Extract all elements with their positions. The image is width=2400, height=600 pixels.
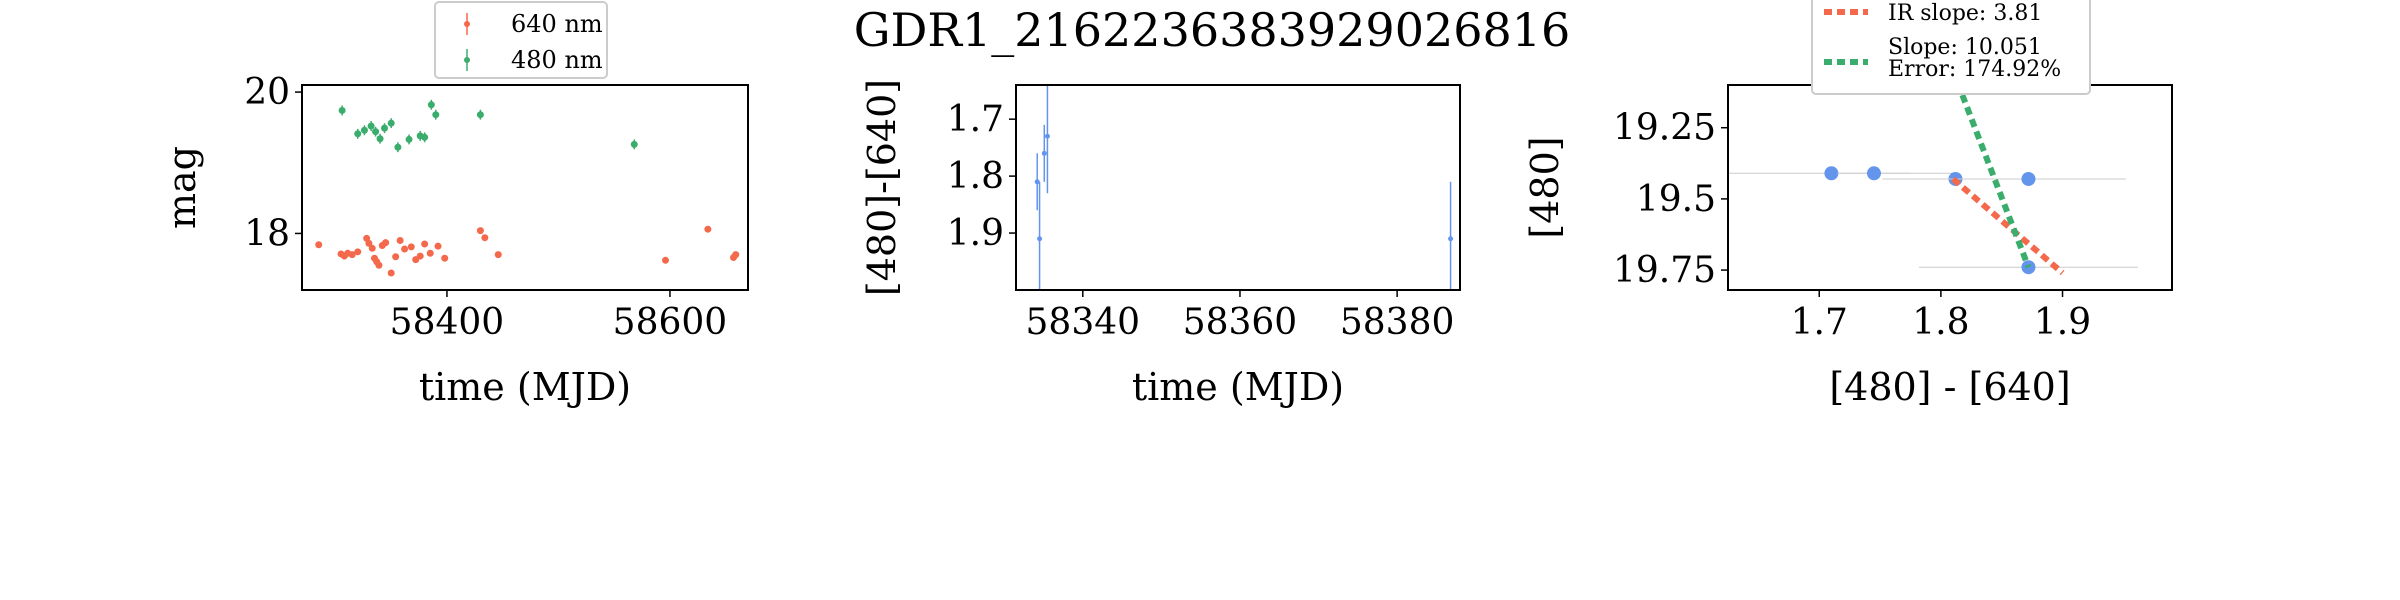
data-point [1824, 166, 1839, 181]
legend-label: 640 nm [511, 10, 603, 38]
data-point [476, 227, 484, 235]
data-point [1041, 150, 1047, 156]
series-1 [1728, 166, 2138, 275]
data-point [387, 119, 395, 127]
data-point [368, 244, 376, 252]
fit-line-1 [1951, 176, 2065, 276]
data-point [315, 241, 323, 249]
data-point [427, 101, 435, 109]
x-axis-label: [480] - [640] [1829, 365, 2070, 409]
data-point [432, 111, 440, 119]
y-tick-label: 20 [244, 72, 290, 113]
data-point [382, 239, 390, 247]
x-tick-label: 1.9 [2034, 302, 2091, 343]
panel-1: 58400 58600 18 20 time (MJD) mag 640 nm 480 nm [160, 1, 749, 409]
y-tick-label: 19.5 [1636, 179, 1716, 220]
y-tick-label: 18 [244, 213, 290, 254]
data-point [354, 130, 362, 138]
data-point [441, 254, 449, 262]
data-point [416, 252, 424, 260]
data-point [1034, 179, 1040, 185]
data-point [394, 143, 402, 151]
data-point [407, 243, 415, 251]
legend-marker-dot [464, 21, 470, 27]
y-axis-label: [480] [1523, 136, 1567, 238]
data-point [365, 239, 373, 247]
fit-line-2 [1955, 85, 2032, 269]
data-point [494, 251, 502, 259]
data-point [661, 256, 669, 264]
axes-frame [301, 84, 749, 291]
axes-frame [1727, 84, 2173, 291]
x-axis-label: time (MJD) [419, 365, 631, 409]
panel-2: 58340 58360 58380 1.7 1.8 1.9 time (MJD) [480]-… [860, 79, 1461, 409]
legend-label: Error: 174.92% [1888, 57, 2061, 82]
data-point [704, 225, 712, 233]
data-point [396, 237, 404, 245]
y-tick-label: 1.7 [947, 99, 1004, 140]
x-tick-label: 1.7 [1791, 302, 1848, 343]
data-point [421, 133, 429, 141]
plot-area [1728, 85, 2138, 276]
x-tick-label: 58380 [1340, 302, 1455, 343]
data-point [387, 269, 395, 277]
plot-area [315, 99, 740, 277]
data-point [732, 251, 740, 259]
y-axis-label: [480]-[640] [860, 79, 904, 296]
data-point [367, 122, 375, 130]
series-1 [1034, 85, 1454, 290]
data-point [354, 248, 362, 256]
data-point [476, 111, 484, 119]
x-tick-label: 58600 [613, 302, 728, 343]
legend-label: IR slope: 3.81 [1888, 1, 2042, 26]
legend-marker-dot [464, 57, 470, 63]
y-axis-label: mag [160, 146, 204, 229]
legend-label: Slope: 10.051 [1888, 35, 2042, 60]
x-tick-label: 58360 [1183, 302, 1298, 343]
figure-title: GDR1_2162236383929026816 [854, 3, 1571, 57]
data-point [1866, 166, 1881, 181]
data-point [434, 242, 442, 250]
data-point [375, 261, 383, 269]
y-tick-label: 19.75 [1613, 250, 1716, 291]
y-tick-label: 1.8 [947, 156, 1004, 197]
legend-label: 480 nm [511, 46, 603, 74]
data-point [348, 251, 356, 259]
data-point [372, 128, 380, 136]
data-point [421, 240, 429, 248]
data-point [381, 124, 389, 132]
plot-area [1034, 85, 1454, 290]
data-point [630, 140, 638, 148]
data-point [392, 253, 400, 261]
legend-box [434, 1, 608, 79]
data-point [426, 249, 434, 257]
x-tick-label: 58400 [390, 302, 505, 343]
x-tick-label: 58340 [1026, 302, 1141, 343]
legend: 640 nm 480 nm [434, 1, 608, 79]
data-point [338, 106, 346, 114]
legend-box [1811, 0, 2091, 95]
data-point [1448, 236, 1454, 242]
data-point [401, 245, 409, 253]
data-point [376, 135, 384, 143]
x-tick-label: 1.8 [1912, 302, 1969, 343]
data-point [481, 234, 489, 242]
data-point [1037, 236, 1043, 242]
y-tick-label: 1.9 [947, 213, 1004, 254]
panel-3: 1.7 1.8 1.9 19.25 19.5 19.75 [480] - [640] [480… [1523, 0, 2173, 409]
data-point [405, 135, 413, 143]
data-point [2021, 171, 2036, 186]
x-axis-label: time (MJD) [1132, 365, 1344, 409]
data-point [360, 126, 368, 134]
series-1 [315, 225, 740, 277]
series-2 [338, 99, 638, 153]
y-tick-label: 19.25 [1613, 108, 1716, 149]
data-point [1044, 133, 1050, 139]
axes-frame [1015, 84, 1461, 291]
